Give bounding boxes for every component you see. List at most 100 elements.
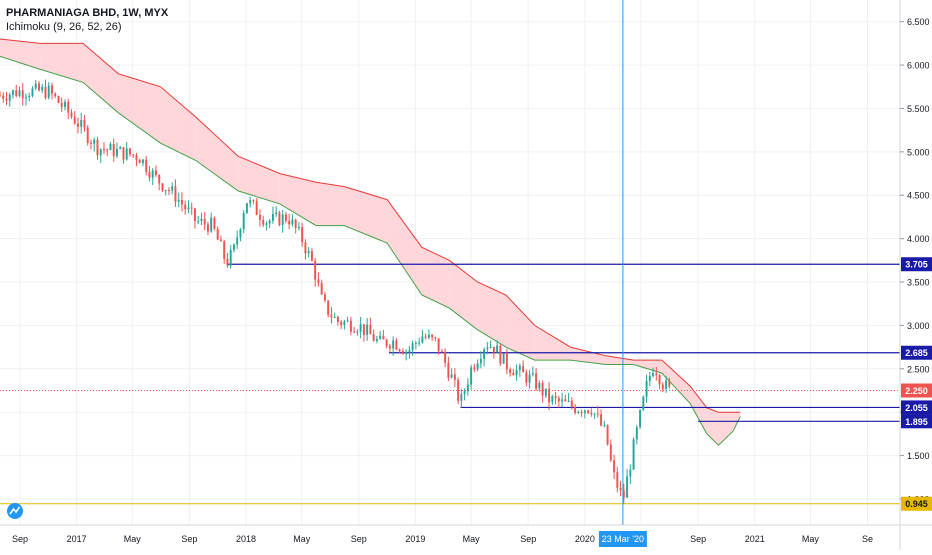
- candle-body: [486, 347, 489, 350]
- candle-body: [60, 102, 63, 107]
- low-level-label-bg: [901, 496, 932, 511]
- candle-body: [528, 374, 531, 383]
- candle-body: [372, 334, 375, 342]
- candle-body: [21, 90, 24, 99]
- candle-body: [492, 346, 495, 353]
- candle-body: [158, 174, 161, 184]
- candle-body: [8, 94, 11, 101]
- candle-body: [229, 249, 232, 266]
- candle-body: [41, 86, 44, 91]
- candle-body: [466, 384, 469, 392]
- candle-body: [554, 396, 557, 399]
- candle-body: [447, 362, 450, 378]
- cloud-segment: [661, 360, 691, 404]
- candle-body: [652, 373, 655, 377]
- time-axis-label: May: [293, 534, 311, 544]
- candle-body: [294, 219, 297, 228]
- cloud-segment: [421, 247, 450, 309]
- candle-body: [219, 239, 222, 242]
- candle-body: [96, 139, 99, 156]
- candle-body: [375, 338, 378, 342]
- candle-body: [336, 316, 339, 322]
- candle-body: [398, 349, 401, 352]
- time-axis: Sep 2017 May Sep 2018 May Sep 2019 May Sep 2020 Sep…: [0, 524, 932, 547]
- candle-body: [206, 224, 209, 232]
- price-axis: 6.500 6.000 5.500 5.000 4.500 4.000 3.500 3.000…: [899, 0, 932, 550]
- candle-body: [327, 300, 330, 315]
- ichimoku-span-a-line: [0, 55, 741, 446]
- crosshair-date-label-bg: [598, 531, 647, 547]
- indicator-title: Ichimoku (9, 26, 52, 26): [6, 21, 122, 33]
- candle-body: [392, 340, 395, 349]
- candle-body: [291, 219, 294, 225]
- candle-body: [460, 394, 463, 401]
- time-axis-label: Sep: [351, 534, 367, 544]
- candle-body: [379, 335, 382, 339]
- price-candles: [0, 79, 671, 504]
- candle-body: [187, 207, 190, 210]
- candle-body: [265, 223, 268, 225]
- candle-body: [408, 350, 411, 352]
- candle-body: [109, 144, 112, 151]
- candle-body: [570, 400, 573, 407]
- candle-body: [83, 119, 86, 128]
- cloud-segment: [279, 173, 317, 226]
- candle-body: [93, 139, 96, 144]
- time-axis-label: Sep: [690, 534, 706, 544]
- price-line-label-bg: [901, 400, 932, 415]
- candle-body: [418, 342, 421, 344]
- candle-body: [619, 487, 622, 491]
- candle-body: [197, 221, 200, 223]
- candle-body: [525, 372, 528, 383]
- candle-body: [193, 208, 196, 222]
- candle-body: [535, 373, 538, 389]
- candle-body: [255, 201, 258, 215]
- cloud-segment: [195, 117, 239, 191]
- chart-legend: PHARMANIAGA BHD, 1W, MYX Ichimoku (9, 26…: [6, 6, 168, 34]
- candle-body: [557, 398, 560, 402]
- candle-body: [200, 218, 203, 222]
- time-axis-label: 2021: [745, 534, 765, 544]
- price-line-label-bg: [901, 414, 932, 429]
- cloud-segment: [0, 39, 41, 70]
- candle-body: [34, 83, 37, 89]
- candle-body: [431, 334, 434, 338]
- candle-body: [538, 382, 541, 389]
- candle-body: [80, 119, 83, 127]
- candle-body: [310, 251, 313, 261]
- time-axis-label: Sep: [520, 534, 536, 544]
- candle-body: [12, 90, 14, 95]
- tradingview-logo-mark: [9, 506, 21, 515]
- cloud-segment: [477, 282, 506, 348]
- candle-body: [541, 382, 544, 396]
- candle-body: [284, 214, 287, 221]
- candle-body: [184, 204, 187, 210]
- candle-body: [268, 220, 271, 224]
- candle-body: [564, 399, 567, 402]
- cloud-segment: [40, 43, 84, 83]
- candle-body: [632, 439, 635, 470]
- candle-body: [577, 411, 580, 413]
- candle-body: [593, 413, 596, 415]
- candle-body: [275, 212, 278, 214]
- candle-body: [330, 314, 333, 318]
- time-axis-label: Sep: [181, 534, 197, 544]
- candle-body: [245, 203, 248, 214]
- candle-body: [440, 351, 443, 353]
- candle-body: [333, 316, 336, 318]
- ichimoku-cloud: [0, 38, 741, 446]
- price-axis-label: 4.000: [907, 234, 930, 244]
- crosshair-date-label: 23 Mar '20: [602, 534, 644, 544]
- candle-body: [496, 345, 499, 353]
- candle-body: [281, 214, 284, 226]
- candle-body: [444, 351, 447, 363]
- candle-body: [473, 367, 476, 370]
- candle-body: [64, 101, 66, 107]
- candle-body: [138, 159, 141, 164]
- candle-body: [457, 379, 460, 401]
- candle-body: [210, 217, 213, 232]
- candle-body: [411, 343, 414, 351]
- candle-body: [405, 351, 408, 355]
